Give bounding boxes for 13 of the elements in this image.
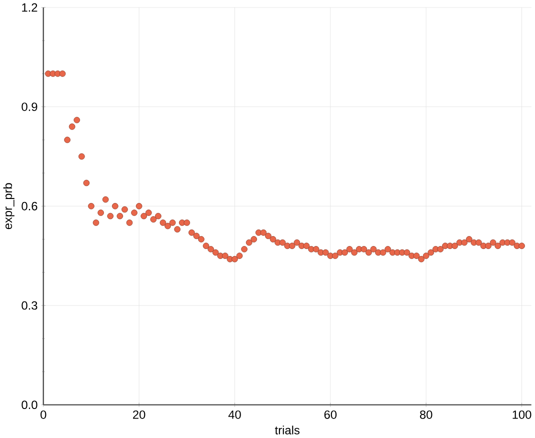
y-tick-label: 0.9 bbox=[22, 102, 38, 112]
y-tick-label: 0.0 bbox=[22, 400, 38, 410]
x-axis-title: trials bbox=[274, 426, 300, 435]
y-axis-title: expr_prb bbox=[3, 183, 14, 230]
x-tick-label: 0 bbox=[40, 410, 46, 419]
y-tick-label: 1.2 bbox=[22, 3, 38, 12]
x-tick-label: 100 bbox=[512, 410, 532, 419]
y-tick-label: 0.3 bbox=[22, 301, 38, 310]
x-tick-label: 60 bbox=[324, 410, 337, 419]
x-tick-label: 20 bbox=[133, 410, 146, 419]
y-tick-label: 0.6 bbox=[22, 202, 38, 210]
x-tick-label: 40 bbox=[228, 410, 241, 419]
x-tick-label: 80 bbox=[420, 410, 432, 419]
